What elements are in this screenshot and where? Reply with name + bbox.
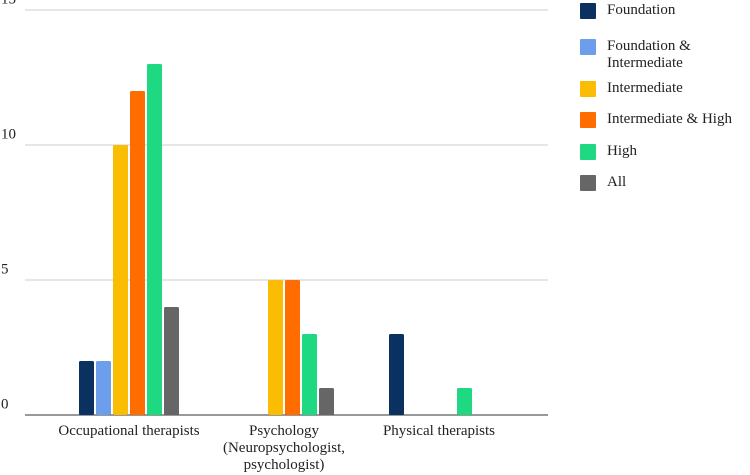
legend-label: High	[607, 143, 637, 159]
bar	[389, 334, 404, 415]
bar	[147, 64, 162, 415]
bar	[302, 334, 317, 415]
x-tick-label-box: Occupational therapists	[58, 423, 200, 439]
y-tick-label: 10	[1, 126, 16, 142]
legend-label-box: All	[607, 174, 627, 190]
legend-label-box: Intermediate	[607, 80, 683, 96]
bar	[96, 361, 111, 415]
bar	[113, 145, 128, 415]
legend-label: Intermediate & High	[607, 111, 732, 127]
bar	[268, 280, 283, 415]
legend-label-box: Foundation & Intermediate	[607, 38, 691, 71]
y-tick-label: 5	[1, 261, 9, 277]
legend-label: Intermediate	[607, 80, 683, 96]
legend-swatch	[580, 112, 596, 128]
legend-swatch	[580, 3, 596, 19]
legend-swatch	[580, 81, 596, 97]
legend-swatch	[580, 39, 596, 55]
x-tick-label: Psychology (Neuropsychologist, psycholog…	[222, 423, 346, 473]
legend-label-box: Foundation	[607, 2, 676, 18]
x-tick-label: Occupational therapists	[58, 423, 200, 439]
bar	[319, 388, 334, 415]
x-tick-label-box: Physical therapists	[382, 423, 496, 439]
legend-label: Foundation & Intermediate	[607, 38, 691, 71]
legend-label-box: High	[607, 143, 637, 159]
y-tick-label: 15	[1, 0, 16, 7]
bar	[79, 361, 94, 415]
legend-swatch	[580, 144, 596, 160]
bar	[457, 388, 472, 415]
x-tick-label: Physical therapists	[382, 423, 496, 439]
legend-label-box: Intermediate & High	[607, 111, 732, 127]
bar	[130, 91, 145, 415]
x-tick-label-box: Psychology (Neuropsychologist, psycholog…	[222, 423, 346, 473]
bar	[285, 280, 300, 415]
y-tick-label: 0	[1, 396, 9, 412]
legend-label: Foundation	[607, 2, 676, 18]
bar	[164, 307, 179, 415]
legend-label: All	[607, 174, 627, 190]
legend-swatch	[580, 175, 596, 191]
